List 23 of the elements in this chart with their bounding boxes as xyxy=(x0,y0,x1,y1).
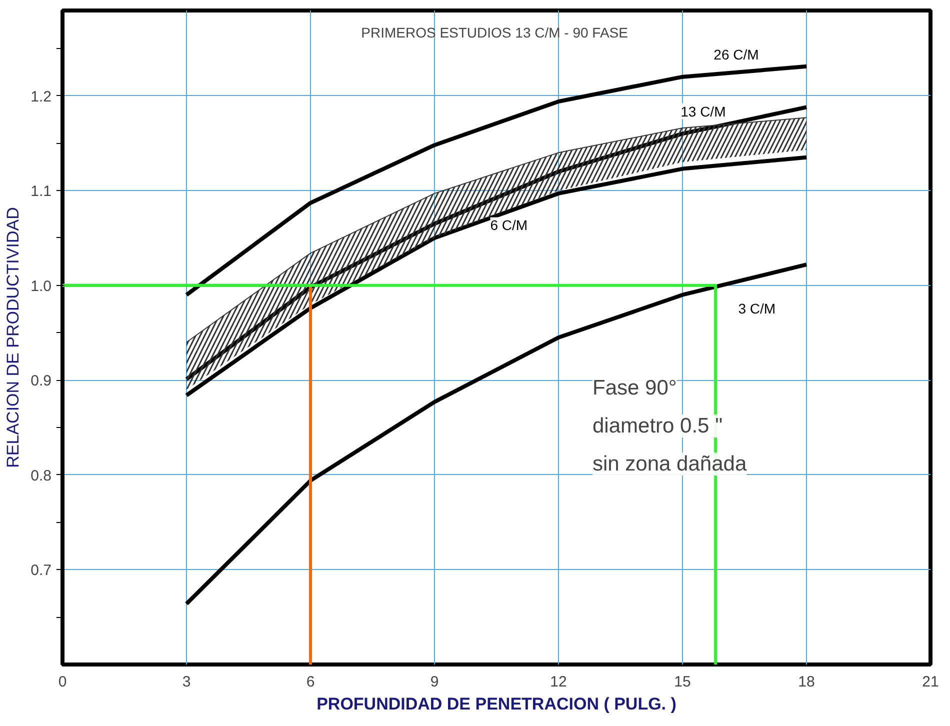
annotation: diametro 0.5 " xyxy=(592,414,723,438)
x-tick-label: 21 xyxy=(922,674,939,690)
y-tick-label: 0.8 xyxy=(30,467,52,484)
x-tick-label: 18 xyxy=(798,674,815,690)
x-tick-label: 6 xyxy=(306,674,315,690)
annotation: Fase 90° xyxy=(592,376,677,400)
y-tick-label: 0.9 xyxy=(30,372,52,390)
y-tick-label: 1.1 xyxy=(30,183,52,200)
series-label: 3 C/M xyxy=(738,300,776,317)
y-tick-label: 1.2 xyxy=(30,88,52,106)
series-label: 13 C/M xyxy=(680,103,726,120)
annotation: sin zona dañada xyxy=(592,452,747,476)
x-tick-label: 3 xyxy=(182,674,191,690)
y-tick-label: 1.0 xyxy=(30,278,52,295)
x-tick-label: 12 xyxy=(550,674,567,690)
y-tick-label: 0.7 xyxy=(30,562,52,580)
x-axis-title: PROFUNDIDAD DE PENETRACION ( PULG. ) xyxy=(316,694,676,714)
series-label: 6 C/M xyxy=(490,217,528,234)
y-axis-title: RELACION DE PRODUCTIVIDAD xyxy=(4,207,23,468)
x-tick-label: 15 xyxy=(674,674,691,690)
x-tick-label: 0 xyxy=(58,674,67,690)
series-label: 26 C/M xyxy=(714,46,759,62)
x-tick-label: 9 xyxy=(430,674,439,690)
